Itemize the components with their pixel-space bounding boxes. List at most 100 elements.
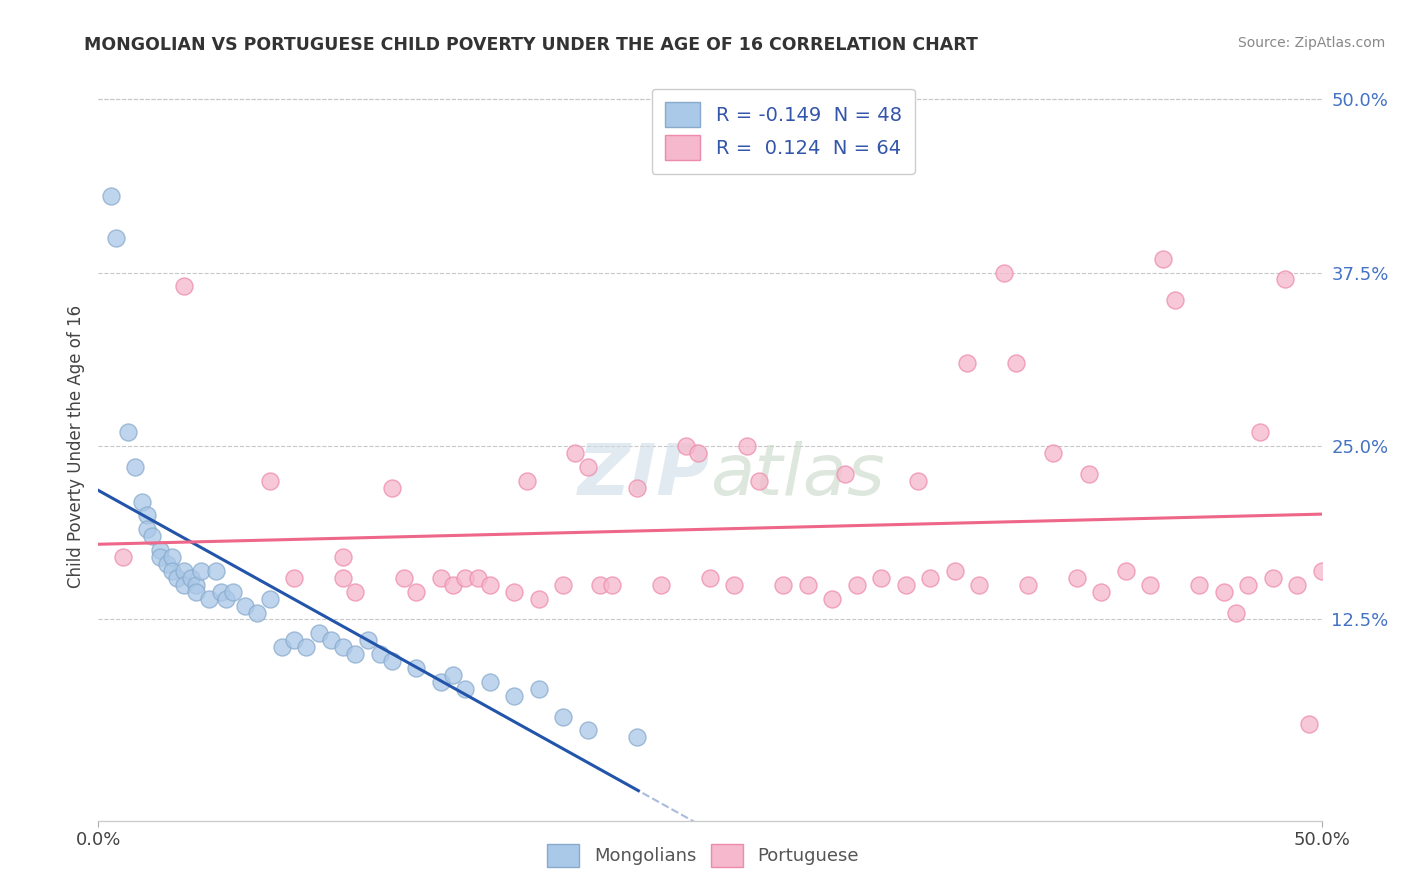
Point [503, 689, 526, 703]
Point [1298, 716, 1320, 731]
Point [283, 571, 305, 585]
Point [1261, 571, 1284, 585]
Text: Source: ZipAtlas.com: Source: ZipAtlas.com [1237, 36, 1385, 50]
Point [907, 474, 929, 488]
Point [190, 564, 212, 578]
Point [956, 356, 979, 370]
Point [381, 654, 404, 668]
Point [259, 474, 281, 488]
Point [166, 571, 188, 585]
Point [259, 591, 281, 606]
Y-axis label: Child Poverty Under the Age of 16: Child Poverty Under the Age of 16 [66, 304, 84, 588]
Point [214, 591, 236, 606]
Point [1139, 578, 1161, 592]
Point [564, 446, 586, 460]
Point [233, 599, 256, 613]
Text: MONGOLIAN VS PORTUGUESE CHILD POVERTY UNDER THE AGE OF 16 CORRELATION CHART: MONGOLIAN VS PORTUGUESE CHILD POVERTY UN… [84, 36, 979, 54]
Point [344, 584, 367, 599]
Point [160, 564, 183, 578]
Point [209, 584, 232, 599]
Point [356, 633, 378, 648]
Point [454, 681, 477, 696]
Point [821, 591, 844, 606]
Point [149, 549, 172, 564]
Point [1090, 584, 1112, 599]
Point [283, 633, 305, 648]
Point [308, 626, 330, 640]
Point [332, 640, 354, 655]
Point [197, 591, 219, 606]
Point [368, 647, 391, 661]
Point [1164, 293, 1187, 308]
Point [117, 425, 139, 439]
Point [111, 549, 134, 564]
Legend: Mongolians, Portuguese: Mongolians, Portuguese [540, 837, 866, 874]
Point [553, 578, 575, 592]
Text: atlas: atlas [710, 442, 884, 510]
Point [131, 494, 153, 508]
Point [149, 543, 172, 558]
Point [870, 571, 893, 585]
Point [920, 571, 942, 585]
Point [589, 578, 612, 592]
Point [576, 459, 599, 474]
Point [430, 674, 453, 689]
Point [553, 709, 575, 723]
Point [894, 578, 917, 592]
Point [1152, 252, 1174, 266]
Point [1017, 578, 1039, 592]
Point [478, 578, 501, 592]
Point [332, 571, 354, 585]
Point [576, 723, 599, 738]
Point [686, 446, 709, 460]
Point [834, 467, 856, 481]
Point [527, 681, 550, 696]
Point [405, 584, 427, 599]
Point [1212, 584, 1234, 599]
Point [1250, 425, 1272, 439]
Point [246, 606, 269, 620]
Point [600, 578, 623, 592]
Point [136, 508, 159, 523]
Point [173, 564, 195, 578]
Point [748, 474, 770, 488]
Point [180, 571, 202, 585]
Point [723, 578, 745, 592]
Point [1237, 578, 1260, 592]
Point [344, 647, 367, 661]
Point [1286, 578, 1309, 592]
Point [173, 279, 195, 293]
Point [186, 578, 208, 592]
Point [516, 474, 538, 488]
Point [1004, 356, 1026, 370]
Point [1078, 467, 1101, 481]
Point [943, 564, 966, 578]
Point [136, 522, 159, 536]
Point [405, 661, 427, 675]
Point [478, 674, 501, 689]
Point [124, 459, 146, 474]
Point [699, 571, 721, 585]
Point [186, 584, 208, 599]
Point [1115, 564, 1137, 578]
Point [797, 578, 820, 592]
Point [141, 529, 163, 543]
Point [626, 481, 648, 495]
Point [1188, 578, 1211, 592]
Point [295, 640, 318, 655]
Point [319, 633, 342, 648]
Point [735, 439, 758, 453]
Point [441, 578, 464, 592]
Point [381, 481, 404, 495]
Point [1042, 446, 1064, 460]
Point [993, 266, 1015, 280]
Point [332, 549, 354, 564]
Point [467, 571, 489, 585]
Point [772, 578, 794, 592]
Point [160, 549, 183, 564]
Point [675, 439, 697, 453]
Point [1310, 564, 1333, 578]
Point [156, 557, 179, 571]
Point [100, 189, 122, 203]
Point [527, 591, 550, 606]
